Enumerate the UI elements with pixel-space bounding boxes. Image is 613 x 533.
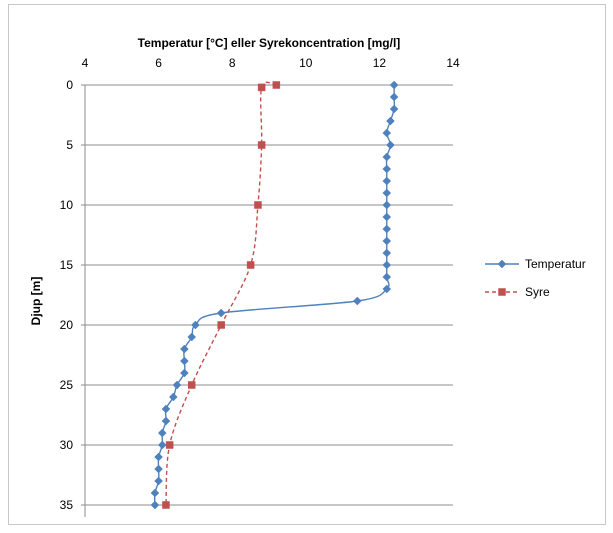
chart-svg: Temperatur [°C] eller Syrekoncentration …: [29, 36, 586, 517]
data-point-1: [382, 200, 392, 210]
data-point-1: [382, 236, 392, 246]
data-point-1: [382, 224, 392, 234]
data-point-1: [382, 248, 392, 258]
data-point-1: [382, 284, 392, 294]
x-tick-label: 10: [299, 56, 313, 70]
data-point-1: [168, 392, 178, 402]
data-point-1: [154, 452, 163, 462]
data-point-1: [389, 104, 399, 114]
legend-label-1: Temperatur: [525, 257, 586, 271]
data-point-1: [180, 344, 189, 354]
data-point-1: [150, 488, 160, 498]
data-point-1: [157, 428, 167, 438]
data-point-1: [389, 92, 399, 102]
data-point-1: [352, 296, 362, 306]
data-point-1: [382, 260, 392, 270]
data-point-2: [272, 81, 281, 89]
data-point-1: [172, 380, 182, 390]
legend: Temperatur Syre: [485, 257, 586, 299]
series-line-1: [153, 85, 396, 506]
data-point-2: [254, 201, 262, 209]
data-point-1: [382, 152, 392, 162]
data-point-1: [216, 308, 226, 318]
data-point-2: [165, 441, 174, 449]
y-tick-label: 15: [60, 258, 74, 272]
data-point-1: [191, 320, 200, 330]
legend-label-2: Syre: [525, 285, 550, 299]
data-point-1: [187, 332, 197, 342]
data-point-2: [217, 321, 225, 329]
data-point-1: [382, 188, 392, 198]
data-point-1: [386, 116, 395, 126]
legend-marker-2: [498, 288, 506, 296]
data-point-1: [180, 368, 189, 378]
x-tick-label: 4: [82, 56, 89, 70]
grid-layer: [85, 84, 453, 506]
data-point-1: [382, 176, 392, 186]
y-tick-label: 30: [60, 438, 74, 452]
x-tick-label: 12: [373, 56, 387, 70]
data-point-1: [154, 476, 163, 486]
y-tick-label: 10: [60, 198, 74, 212]
data-point-1: [161, 404, 171, 414]
axis-layer: 0 5 10 15 20 25 30 35 4 6 8 10 12 14: [60, 56, 460, 517]
data-point-1: [157, 440, 167, 450]
x-tick-label: 14: [446, 56, 460, 70]
y-tick-label: 0: [66, 78, 73, 92]
data-point-1: [154, 464, 163, 474]
data-point-1: [389, 80, 399, 90]
y-tick-label: 5: [66, 138, 73, 152]
x-tick-label: 8: [229, 56, 236, 70]
y-axis-title: Djup [m]: [29, 277, 43, 326]
legend-marker-1: [497, 259, 507, 269]
data-point-2: [257, 141, 266, 149]
data-point-1: [150, 500, 160, 510]
x-tick-label: 6: [155, 56, 162, 70]
series-layer: [150, 80, 399, 510]
data-point-2: [257, 83, 266, 92]
data-point-2: [187, 381, 196, 389]
data-point-2: [162, 501, 170, 509]
y-tick-label: 35: [60, 498, 74, 512]
x-axis-title: Temperatur [°C] eller Syrekoncentration …: [138, 36, 401, 50]
y-tick-label: 20: [60, 318, 74, 332]
data-point-1: [382, 164, 392, 174]
y-tick-label: 25: [60, 378, 74, 392]
data-point-2: [246, 261, 255, 269]
data-point-1: [180, 356, 189, 366]
chart-frame: Temperatur [°C] eller Syrekoncentration …: [8, 4, 606, 525]
data-point-1: [161, 416, 171, 426]
data-point-1: [382, 272, 392, 282]
data-point-1: [386, 140, 395, 150]
data-point-1: [382, 128, 392, 138]
data-point-1: [382, 212, 392, 222]
